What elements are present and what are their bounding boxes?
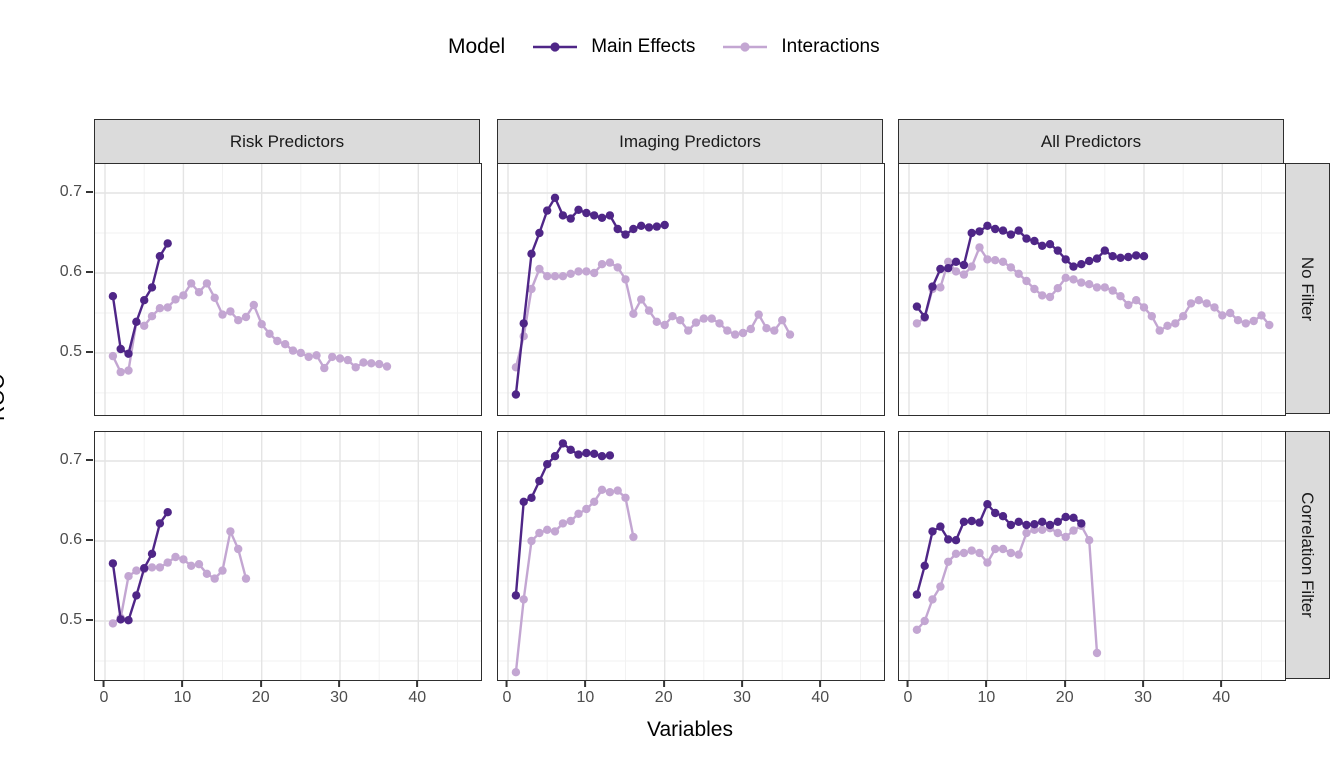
y-axis-row-correlation-filter: 0.7 0.6 0.5 xyxy=(20,431,93,679)
facet-strip-imaging-predictors: Imaging Predictors xyxy=(497,119,883,164)
legend: Model Main Effects Interactions xyxy=(448,30,880,64)
facet-strip-correlation-filter: Correlation Filter xyxy=(1284,431,1330,679)
y-tick-label: 0.5 xyxy=(60,611,93,629)
x-tick-label: 30 xyxy=(330,680,348,707)
panel-imaging-no-filter xyxy=(497,163,885,416)
y-axis-row-no-filter: 0.7 0.6 0.5 xyxy=(20,163,93,414)
legend-label-interactions: Interactions xyxy=(781,36,880,57)
x-tick-label: 10 xyxy=(977,680,995,707)
x-tick-label: 20 xyxy=(252,680,270,707)
x-tick-label: 20 xyxy=(1056,680,1074,707)
x-axis-risk: 0 10 20 30 40 xyxy=(94,680,480,720)
legend-key-main-effects-icon xyxy=(533,42,578,52)
x-tick-label: 40 xyxy=(1212,680,1230,707)
y-tick-label: 0.7 xyxy=(60,183,93,201)
y-tick-label: 0.6 xyxy=(60,263,93,281)
facet-strip-no-filter: No Filter xyxy=(1284,163,1330,414)
x-axis-imaging: 0 10 20 30 40 xyxy=(497,680,883,720)
facet-strip-all-predictors: All Predictors xyxy=(898,119,1284,164)
x-tick-label: 10 xyxy=(173,680,191,707)
x-tick-label: 0 xyxy=(100,680,108,707)
x-tick-label: 20 xyxy=(655,680,673,707)
x-tick-label: 0 xyxy=(904,680,912,707)
legend-key-interactions-icon xyxy=(723,42,768,52)
x-axis-title: Variables xyxy=(647,718,733,741)
panel-imaging-correlation-filter xyxy=(497,431,885,681)
y-tick-label: 0.5 xyxy=(60,343,93,361)
y-axis-title: ROC xyxy=(0,374,9,421)
legend-item-main-effects: Main Effects xyxy=(531,36,695,58)
x-tick-label: 40 xyxy=(408,680,426,707)
legend-label-main-effects: Main Effects xyxy=(591,36,696,57)
x-tick-label: 40 xyxy=(811,680,829,707)
x-tick-label: 0 xyxy=(503,680,511,707)
legend-title: Model xyxy=(448,35,506,58)
panel-risk-correlation-filter xyxy=(94,431,482,681)
legend-item-interactions: Interactions xyxy=(721,36,880,58)
x-axis-all: 0 10 20 30 40 xyxy=(898,680,1284,720)
panel-all-correlation-filter xyxy=(898,431,1286,681)
y-tick-label: 0.6 xyxy=(60,531,93,549)
x-tick-label: 30 xyxy=(1134,680,1152,707)
facet-strip-risk-predictors: Risk Predictors xyxy=(94,119,480,164)
y-tick-label: 0.7 xyxy=(60,451,93,469)
x-tick-label: 10 xyxy=(576,680,594,707)
panel-risk-no-filter xyxy=(94,163,482,416)
x-tick-label: 30 xyxy=(733,680,751,707)
panel-all-no-filter xyxy=(898,163,1286,416)
